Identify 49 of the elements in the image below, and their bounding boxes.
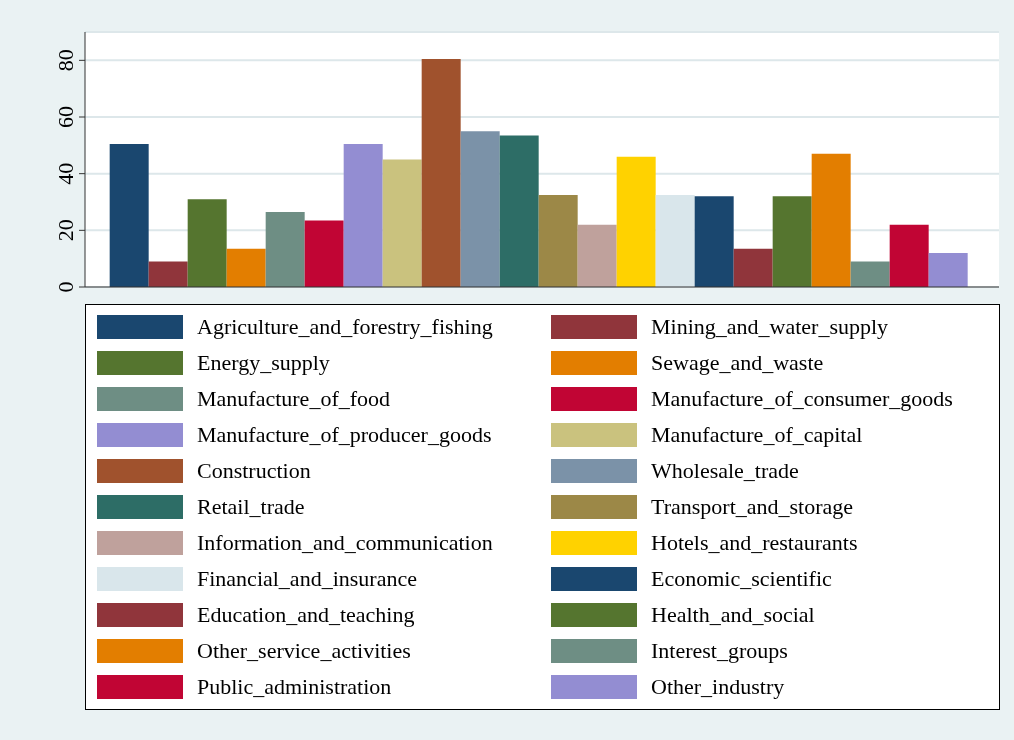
legend-label: Manufacture_of_food [197, 386, 391, 412]
y-tick-label: 80 [53, 49, 78, 72]
legend-label: Transport_and_storage [651, 494, 854, 520]
bar [460, 131, 500, 287]
legend-label: Retail_trade [197, 494, 305, 520]
bar [889, 224, 929, 287]
bar [928, 253, 968, 287]
bar [343, 143, 383, 287]
bar [538, 194, 578, 287]
legend-label: Interest_groups [651, 638, 788, 664]
legend-label: Other_industry [651, 674, 785, 700]
y-tick-label: 20 [53, 219, 78, 242]
bar [265, 211, 305, 287]
legend-label: Manufacture_of_producer_goods [197, 422, 492, 448]
y-tick-label: 60 [53, 106, 78, 128]
legend-label: Manufacture_of_consumer_goods [651, 386, 953, 412]
bar [850, 261, 890, 287]
bar [694, 196, 734, 287]
y-tick-label: 40 [53, 162, 78, 185]
bar [733, 248, 773, 287]
y-tick-label: 0 [53, 281, 78, 293]
legend-label: Education_and_teaching [197, 602, 415, 628]
legend-label: Wholesale_trade [651, 458, 799, 484]
legend-label: Agriculture_and_forestry_fishing [197, 314, 493, 340]
legend-label: Economic_scientific [651, 566, 832, 592]
bar [616, 156, 656, 287]
legend-label: Construction [197, 458, 311, 484]
legend-label: Health_and_social [651, 602, 815, 628]
legend-label: Other_service_activities [197, 638, 411, 664]
legend-label: Financial_and_insurance [197, 566, 417, 592]
bar [577, 224, 617, 287]
legend-label: Energy_supply [197, 350, 330, 376]
bar [772, 196, 812, 287]
bar [148, 261, 188, 287]
bar [187, 199, 227, 287]
bar [382, 159, 422, 287]
bar [109, 143, 149, 287]
legend-label: Mining_and_water_supply [651, 314, 889, 340]
legend-label: Manufacture_of_capital [651, 422, 863, 448]
legend-label: Sewage_and_waste [651, 350, 824, 376]
bar [811, 153, 851, 287]
bar [655, 194, 695, 287]
legend-label: Hotels_and_restaurants [651, 530, 858, 556]
legend-label: Public_administration [197, 674, 392, 700]
bar [499, 135, 539, 287]
bar [226, 248, 266, 287]
bar [304, 220, 344, 287]
legend-label: Information_and_communication [197, 530, 493, 556]
bar [421, 58, 461, 287]
